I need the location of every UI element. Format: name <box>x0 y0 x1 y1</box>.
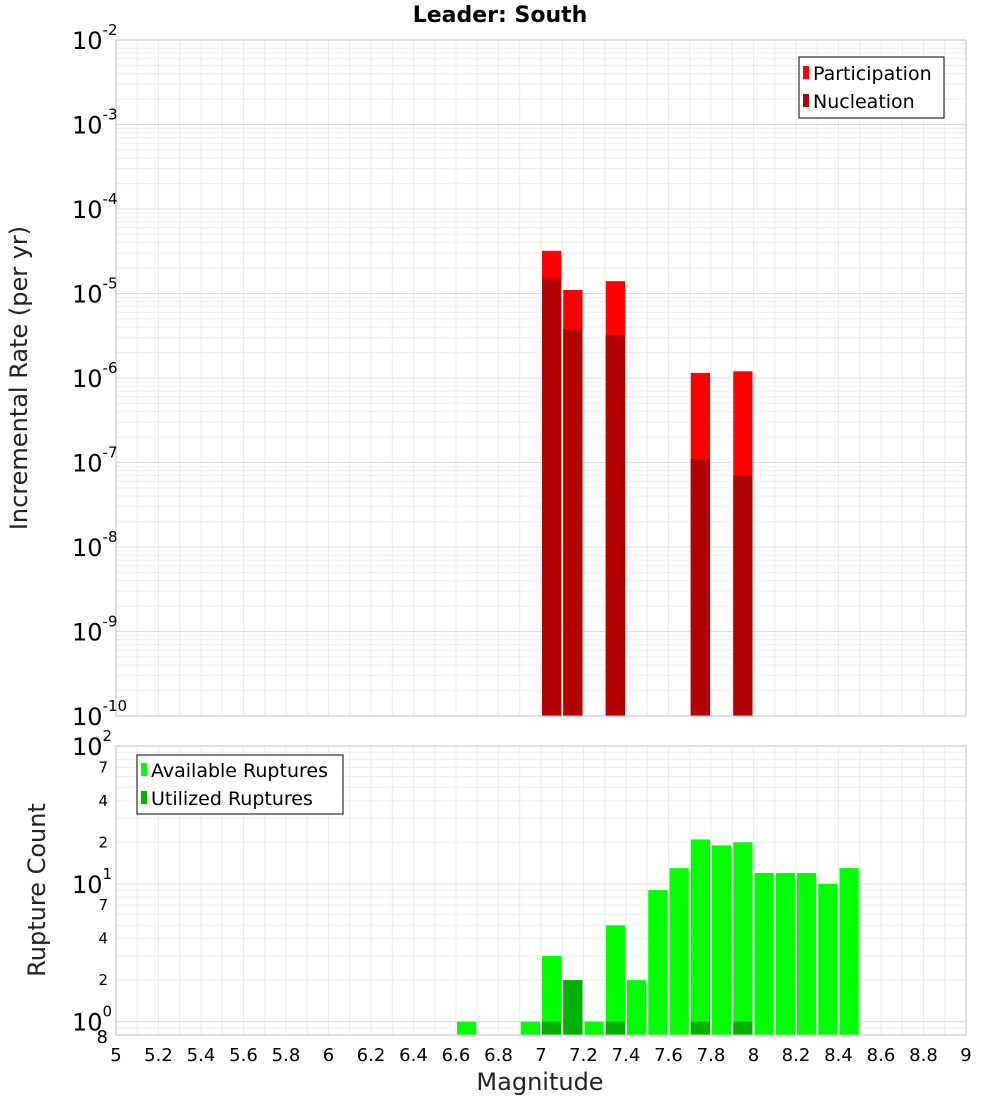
count-plot-border <box>115 745 967 1036</box>
count-y-minor-tick-label: 7 <box>98 896 108 914</box>
rate-y-tick-label: 10-4 <box>72 190 118 224</box>
nucleation-legend-swatch <box>803 94 809 107</box>
count-legend: Available Ruptures Utilized Ruptures <box>136 754 344 815</box>
magnitude-x-tick-label: 6.2 <box>357 1045 386 1066</box>
rate-y-tick-label: 10-2 <box>72 21 118 55</box>
rate-bars <box>542 250 753 716</box>
magnitude-x-tick-label: 5.4 <box>187 1045 216 1066</box>
available-bar <box>733 842 753 1035</box>
nucleation-legend-label: Nucleation <box>813 91 915 113</box>
magnitude-x-tick-label: 5.6 <box>229 1045 258 1066</box>
available-bar <box>584 1021 604 1035</box>
count-y-tick-label: 102 <box>72 727 112 761</box>
count-y-minor-tick-label: 4 <box>98 930 108 948</box>
magnitude-x-tick-label: 5 <box>110 1045 121 1066</box>
count-y-minor-tick-label: 2 <box>98 971 108 989</box>
magnitude-x-tick-label: 8.8 <box>909 1045 938 1066</box>
magnitude-x-tick-label: 6.8 <box>484 1045 513 1066</box>
magnitude-x-tick-label: 8.4 <box>824 1045 853 1066</box>
chart-title: Leader: South <box>413 3 588 28</box>
count-legend-box <box>136 754 344 815</box>
magnitude-x-tick-label: 6.6 <box>442 1045 471 1066</box>
available-bar <box>669 868 689 1035</box>
rate-y-tick-label: 10-9 <box>72 613 118 647</box>
magnitude-x-tick-label: 7 <box>535 1045 546 1066</box>
utilized-bar <box>733 1021 753 1035</box>
magnitude-x-tick-label: 7.4 <box>612 1045 641 1066</box>
available-bar <box>775 872 795 1035</box>
rate-panel: 10-10 10-9 10-8 10-7 10-6 10-5 10-4 10-3 10-2 In… <box>5 21 967 731</box>
utilized-bar <box>542 1021 562 1035</box>
available-legend-label: Available Ruptures <box>151 760 328 782</box>
utilized-legend-swatch <box>141 791 147 804</box>
magnitude-x-tick-label: 7.2 <box>569 1045 598 1066</box>
available-bar <box>797 872 817 1035</box>
magnitude-x-tick-label: 7.6 <box>654 1045 683 1066</box>
nucleation-bar <box>733 475 753 716</box>
utilized-bar <box>690 1021 710 1035</box>
magnitude-x-tick-label: 7.8 <box>697 1045 726 1066</box>
count-y-minor-tick-label: 4 <box>98 792 108 810</box>
rate-y-tick-label: 10-3 <box>72 106 118 140</box>
count-bars <box>457 839 859 1035</box>
nucleation-bar <box>542 278 562 716</box>
utilized-bar <box>605 1021 625 1035</box>
rate-plot-border <box>115 39 967 717</box>
magnitude-x-tick-label: 6.4 <box>399 1045 428 1066</box>
participation-legend-swatch <box>803 66 809 79</box>
count-panel: 100 101 102 2 4 7 2 4 7 8 5 5.2 5.4 5.6 5.8 6 6.2 6.4 6.6… <box>23 727 972 1096</box>
rate-y-tick-label: 10-5 <box>72 275 118 309</box>
magnitude-x-tick-label: 6 <box>323 1045 334 1066</box>
rate-y-axis-label: Incremental Rate (per yr) <box>5 226 33 530</box>
utilized-bar <box>563 980 583 1035</box>
count-y-bottom-tick-label: 8 <box>97 1027 108 1048</box>
count-y-minor-tick-label: 7 <box>98 758 108 776</box>
utilized-legend-label: Utilized Ruptures <box>151 788 313 810</box>
rate-legend: Participation Nucleation <box>798 56 945 119</box>
magnitude-x-tick-label: 8 <box>748 1045 759 1066</box>
participation-legend-label: Participation <box>813 63 932 85</box>
rate-y-tick-label: 10-10 <box>72 697 127 731</box>
magnitude-x-tick-label: 9 <box>960 1045 971 1066</box>
nucleation-bar <box>690 459 710 716</box>
available-bar <box>690 839 710 1035</box>
available-bar <box>627 980 647 1035</box>
count-y-ticks: 100 101 102 2 4 7 2 4 7 8 <box>72 727 112 1048</box>
nucleation-bar <box>605 335 625 716</box>
count-y-minor-tick-label: 2 <box>98 833 108 851</box>
count-y-axis-label: Rupture Count <box>23 803 51 977</box>
available-bar <box>605 925 625 1035</box>
rate-y-ticks: 10-10 10-9 10-8 10-7 10-6 10-5 10-4 10-3 10-2 <box>72 21 127 731</box>
rate-y-tick-label: 10-6 <box>72 359 118 393</box>
rate-legend-box <box>798 56 945 119</box>
magnitude-x-ticks: 5 5.2 5.4 5.6 5.8 6 6.2 6.4 6.6 6.8 7 7.2 7.4 7.6 7.8 8… <box>110 1045 971 1066</box>
available-bar <box>839 868 859 1035</box>
magnitude-x-axis-label: Magnitude <box>476 1068 603 1096</box>
rate-gridlines <box>115 39 967 717</box>
magnitude-x-tick-label: 8.2 <box>782 1045 811 1066</box>
available-legend-swatch <box>141 763 147 776</box>
magnitude-x-tick-label: 5.2 <box>144 1045 173 1066</box>
available-bar <box>712 845 732 1035</box>
available-bar <box>542 955 562 1035</box>
available-bar <box>520 1021 540 1035</box>
available-bar <box>818 883 838 1035</box>
count-y-tick-label: 101 <box>72 865 112 899</box>
available-bar <box>754 872 774 1035</box>
count-y-tick-label: 100 <box>72 1003 112 1037</box>
available-bar <box>648 890 668 1035</box>
rate-y-tick-label: 10-7 <box>72 444 118 478</box>
magnitude-x-tick-label: 8.6 <box>867 1045 896 1066</box>
rate-y-tick-label: 10-8 <box>72 528 118 562</box>
available-bar <box>457 1021 477 1035</box>
magnitude-x-tick-label: 5.8 <box>272 1045 301 1066</box>
nucleation-bar <box>563 329 583 716</box>
